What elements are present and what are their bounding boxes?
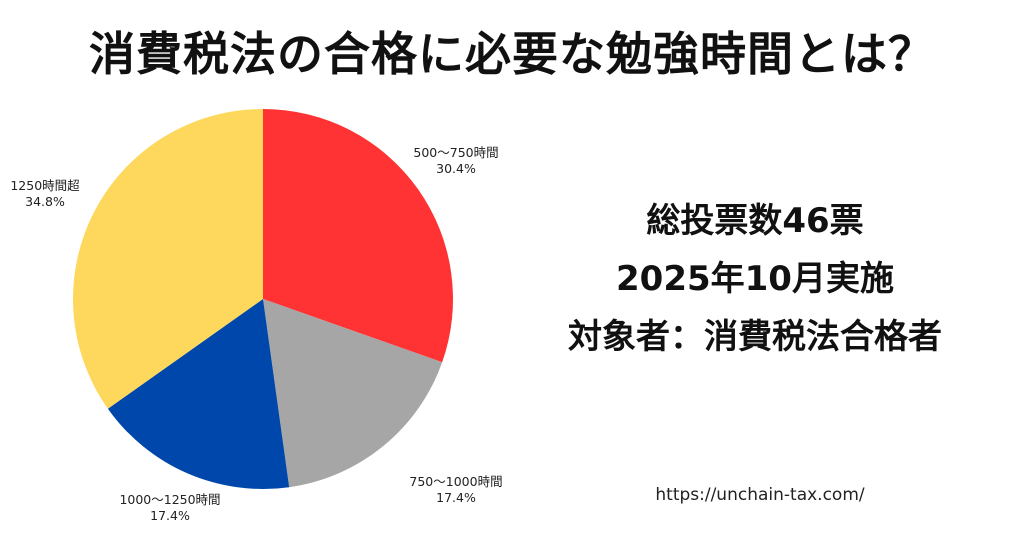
pie-slice-500-750h <box>263 109 454 363</box>
slice-label-1000-1250h: 1000〜1250時間 <box>119 492 220 507</box>
survey-date: 2025年10月実施 <box>616 259 894 299</box>
total-votes: 総投票数46票 <box>646 201 864 241</box>
survey-info: 総投票数46票 2025年10月実施 対象者：消費税法合格者 <box>520 192 990 366</box>
survey-target: 対象者：消費税法合格者 <box>568 317 942 357</box>
page-title: 消費税法の合格に必要な勉強時間とは？ <box>89 27 935 81</box>
slice-percent-750-1000h: 17.4% <box>436 490 476 505</box>
pie-slice-over-1250h <box>72 109 263 409</box>
slice-label-over-1250h: 1250時間超 <box>10 178 80 193</box>
slice-percent-500-750h: 30.4% <box>436 161 476 176</box>
slice-percent-1000-1250h: 17.4% <box>150 508 190 523</box>
slice-percent-over-1250h: 34.8% <box>25 194 65 209</box>
pie-slice-1000-1250h <box>107 299 290 489</box>
slice-label-500-750h: 500〜750時間 <box>413 145 498 160</box>
pie-slice-750-1000h <box>263 299 443 488</box>
footer-url: https://unchain-tax.com/ <box>655 485 865 505</box>
slice-label-750-1000h: 750〜1000時間 <box>409 474 502 489</box>
